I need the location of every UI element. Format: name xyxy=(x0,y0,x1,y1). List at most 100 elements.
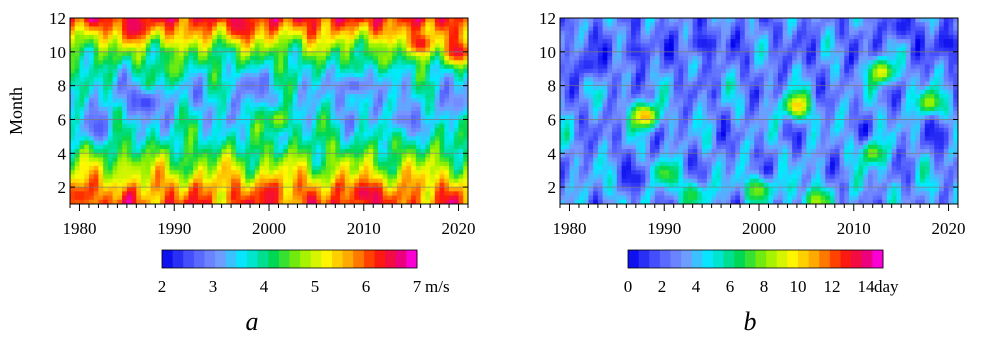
heatmap-cell xyxy=(659,56,665,61)
heatmap-cell xyxy=(325,60,332,66)
heatmap-cell xyxy=(668,170,675,176)
heatmap-cell xyxy=(406,26,412,32)
heatmap-cell xyxy=(112,102,118,108)
heatmap-cell xyxy=(401,68,408,74)
heatmap-cell xyxy=(221,81,227,87)
heatmap-cell xyxy=(368,119,374,125)
heatmap-cell xyxy=(325,132,332,137)
heatmap-cell xyxy=(621,106,627,112)
heatmap-cell xyxy=(444,153,450,159)
heatmap-cell xyxy=(178,106,185,112)
heatmap-cell xyxy=(316,191,322,197)
heatmap-cell xyxy=(231,170,237,176)
heatmap-cell xyxy=(107,47,114,53)
heatmap-cell xyxy=(368,39,374,44)
heatmap-cell xyxy=(344,182,351,188)
heatmap-cell xyxy=(292,39,299,44)
heatmap-cell xyxy=(117,119,123,125)
heatmap-cell xyxy=(640,153,646,159)
heatmap-cell xyxy=(88,119,95,125)
heatmap-cell xyxy=(126,34,133,40)
heatmap-cell xyxy=(340,77,346,83)
heatmap-cell xyxy=(574,39,580,44)
heatmap-cell xyxy=(306,182,313,188)
heatmap-cell xyxy=(141,22,147,28)
heatmap-cell xyxy=(278,26,284,32)
heatmap-cell xyxy=(216,144,223,150)
heatmap-cell xyxy=(174,178,180,184)
heatmap-cell xyxy=(406,102,412,108)
heatmap-cell xyxy=(415,149,422,154)
heatmap-cell xyxy=(439,199,445,204)
heatmap-cell xyxy=(193,85,199,91)
heatmap-cell xyxy=(254,81,261,87)
heatmap-cell xyxy=(359,106,365,112)
heatmap-cell xyxy=(631,102,637,108)
colorbar-swatch xyxy=(289,250,301,268)
heatmap-cell xyxy=(306,56,313,61)
heatmap-cell xyxy=(664,94,670,99)
heatmap-cell xyxy=(235,191,242,197)
heatmap-cell xyxy=(93,153,100,159)
heatmap-cell xyxy=(578,199,585,204)
heatmap-cell xyxy=(150,64,156,70)
heatmap-cell xyxy=(354,157,360,163)
heatmap-cell xyxy=(259,51,265,57)
heatmap-cell xyxy=(221,89,227,95)
heatmap-cell xyxy=(160,127,166,133)
heatmap-cell xyxy=(335,149,341,154)
heatmap-cell xyxy=(439,56,445,61)
heatmap-cell xyxy=(283,178,289,184)
heatmap-cell xyxy=(406,22,412,28)
heatmap-cell xyxy=(273,136,280,142)
heatmap-cell xyxy=(273,187,280,192)
heatmap-cell xyxy=(659,136,665,142)
x-tick-label: 2000 xyxy=(252,219,286,238)
heatmap-cell xyxy=(325,127,332,133)
heatmap-cell xyxy=(396,18,403,23)
heatmap-cell xyxy=(207,18,213,23)
heatmap-cell xyxy=(354,199,360,204)
heatmap-cell xyxy=(678,26,684,32)
heatmap-cell xyxy=(387,140,393,146)
heatmap-cell xyxy=(325,161,332,167)
heatmap-cell xyxy=(117,127,123,133)
heatmap-cell xyxy=(631,26,637,32)
heatmap-cell xyxy=(112,47,118,53)
heatmap-cell xyxy=(311,64,317,70)
heatmap-cell xyxy=(458,157,464,163)
heatmap-cell xyxy=(597,153,604,159)
heatmap-cell xyxy=(283,102,289,108)
heatmap-cell xyxy=(640,140,646,146)
heatmap-cell xyxy=(126,64,133,70)
heatmap-cell xyxy=(458,85,464,91)
heatmap-cell xyxy=(578,77,585,83)
heatmap-cell xyxy=(340,178,346,184)
heatmap-cell xyxy=(122,51,128,57)
heatmap-cell xyxy=(593,127,599,133)
heatmap-cell xyxy=(453,81,460,87)
heatmap-cell xyxy=(683,98,689,104)
heatmap-cell xyxy=(287,89,294,95)
heatmap-cell xyxy=(349,191,355,197)
heatmap-cell xyxy=(273,119,280,125)
heatmap-cell xyxy=(564,191,571,197)
heatmap-cell xyxy=(616,127,623,133)
heatmap-cell xyxy=(602,182,608,188)
heatmap-cell xyxy=(155,60,161,66)
heatmap-cell xyxy=(74,102,81,108)
heatmap-cell xyxy=(444,94,450,99)
heatmap-cell xyxy=(588,178,594,184)
heatmap-cell xyxy=(122,81,128,87)
heatmap-cell xyxy=(136,47,142,53)
heatmap-cell xyxy=(344,123,351,129)
heatmap-cell xyxy=(292,127,299,133)
heatmap-cell xyxy=(434,149,441,154)
heatmap-cell xyxy=(411,106,417,112)
heatmap-cell xyxy=(136,51,142,57)
heatmap-cell xyxy=(306,68,313,74)
heatmap-cell xyxy=(269,81,275,87)
heatmap-cell xyxy=(444,89,450,95)
heatmap-cell xyxy=(88,153,95,159)
heatmap-cell xyxy=(112,140,118,146)
